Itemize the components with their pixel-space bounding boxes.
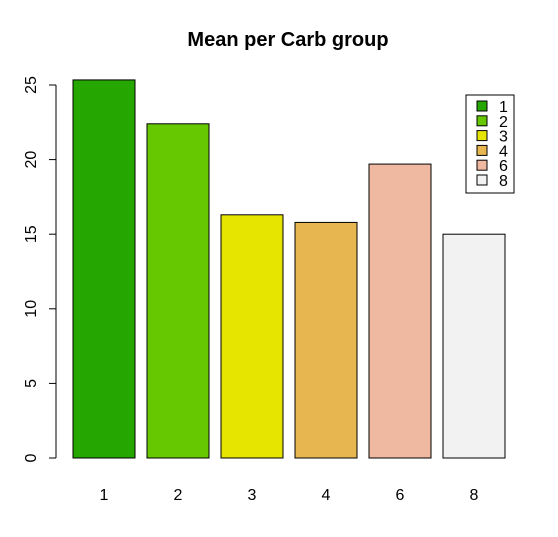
x-tick-label: 8 bbox=[470, 487, 479, 504]
bar-3 bbox=[220, 214, 284, 459]
x-tick-label: 4 bbox=[322, 487, 331, 504]
bar-8 bbox=[442, 233, 506, 459]
legend-label: 2 bbox=[499, 114, 508, 131]
x-tick-label: 3 bbox=[248, 487, 257, 504]
x-tick-label: 1 bbox=[100, 487, 109, 504]
legend-label: 1 bbox=[499, 99, 508, 116]
y-axis: 0 5 10 15 20 25 bbox=[23, 76, 57, 462]
legend-swatch bbox=[476, 159, 488, 171]
legend-label: 4 bbox=[499, 143, 508, 160]
y-tick-label: 10 bbox=[23, 300, 40, 318]
bars bbox=[72, 79, 506, 459]
y-tick-label: 20 bbox=[23, 151, 40, 169]
bar-4 bbox=[294, 221, 358, 459]
y-tick-label: 0 bbox=[23, 453, 40, 462]
legend-label: 8 bbox=[499, 173, 508, 190]
bar-6 bbox=[368, 163, 432, 459]
y-tick-label: 25 bbox=[23, 76, 40, 94]
x-axis-labels: 1 2 3 4 6 8 bbox=[100, 487, 479, 504]
legend-swatch bbox=[476, 115, 488, 127]
y-tick-label: 15 bbox=[23, 225, 40, 243]
legend-swatch bbox=[476, 130, 488, 142]
y-tick-label: 5 bbox=[23, 379, 40, 388]
x-tick-label: 2 bbox=[174, 487, 183, 504]
legend-swatch bbox=[476, 100, 488, 112]
bar-1 bbox=[72, 79, 136, 459]
bar-2 bbox=[146, 123, 210, 459]
x-tick-label: 6 bbox=[396, 487, 405, 504]
legend-box bbox=[465, 94, 515, 194]
chart-title: Mean per Carb group bbox=[187, 29, 388, 51]
legend-label: 6 bbox=[499, 158, 508, 175]
legend-swatch bbox=[476, 174, 488, 186]
legend-label: 3 bbox=[499, 129, 508, 146]
legend-swatch bbox=[476, 144, 488, 156]
